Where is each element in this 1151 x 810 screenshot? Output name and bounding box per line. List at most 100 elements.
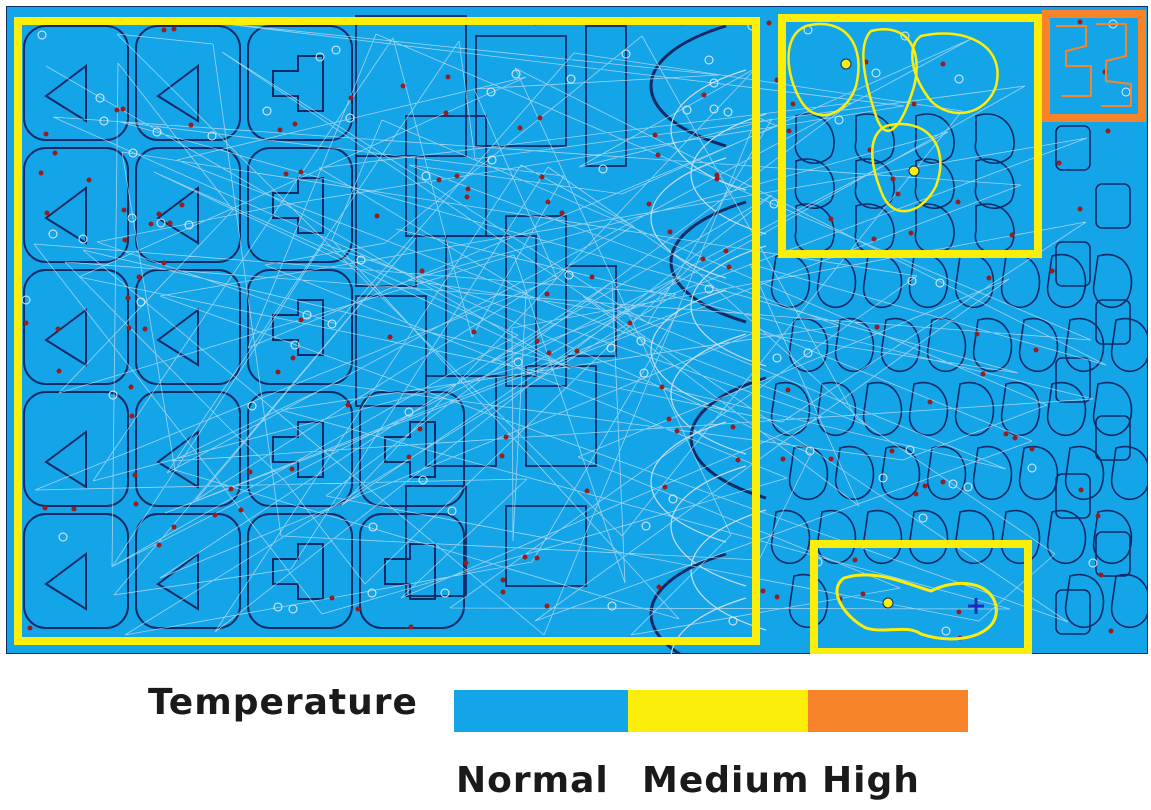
pierce-marker	[589, 274, 595, 280]
pierce-marker	[44, 210, 50, 216]
pierce-marker	[913, 491, 919, 497]
rounded-part	[135, 25, 241, 141]
arc-part	[649, 552, 727, 654]
organic-part	[908, 381, 949, 437]
hole	[108, 390, 118, 400]
organic-part	[770, 509, 811, 565]
pierce-marker	[860, 591, 866, 597]
stepped-cutout	[272, 55, 324, 112]
pierce-marker	[167, 220, 173, 226]
hole	[156, 218, 166, 228]
arc-part	[650, 421, 727, 543]
organic-part	[1092, 253, 1133, 309]
pierce-marker	[436, 177, 442, 183]
pierce-marker	[374, 213, 380, 219]
hole	[152, 127, 162, 137]
highlight-upper-right-region	[778, 14, 1042, 258]
hole	[487, 155, 497, 165]
hole	[668, 494, 678, 504]
organic-part	[794, 203, 835, 255]
organic-part	[794, 158, 835, 210]
hole	[1088, 558, 1098, 568]
rounded-part	[359, 391, 465, 507]
hole	[207, 131, 217, 141]
small-part	[1055, 125, 1091, 171]
pierce-marker	[1095, 513, 1101, 519]
hole	[723, 107, 733, 117]
triangle-cutout	[44, 186, 87, 245]
pierce-marker	[895, 191, 901, 197]
pierce-marker	[387, 334, 393, 340]
rectangular-part	[475, 35, 567, 147]
organic-part	[974, 203, 1015, 255]
pierce-marker	[700, 256, 706, 262]
pierce-marker	[156, 211, 162, 217]
tool-paths	[33, 21, 1107, 636]
pierce-marker	[56, 368, 62, 374]
organic-part	[1110, 317, 1148, 373]
pierce-marker	[760, 588, 766, 594]
pierce-marker	[539, 174, 545, 180]
hole	[954, 74, 964, 84]
arc-part	[689, 376, 767, 500]
pierce-marker	[828, 456, 834, 462]
organic-part	[1064, 445, 1105, 501]
hole	[805, 446, 815, 456]
pierce-marker	[714, 172, 720, 178]
pierce-marker	[662, 484, 668, 490]
hole	[606, 343, 616, 353]
pierce-marker	[406, 454, 412, 460]
organic-part	[834, 445, 875, 501]
pierce-marker	[171, 524, 177, 530]
pierce-marker	[228, 486, 234, 492]
legend-swatch-normal	[454, 690, 628, 732]
pierce-marker	[464, 194, 470, 200]
hole	[513, 357, 523, 367]
pierce-marker	[544, 291, 550, 297]
travel-path	[33, 21, 1107, 636]
hole	[564, 270, 574, 280]
pierce-marker	[940, 61, 946, 67]
legend-swatch-medium	[628, 690, 808, 732]
organic-part	[974, 113, 1015, 165]
pierce-marker	[890, 176, 896, 182]
organic-part	[880, 445, 921, 501]
rectangular-part	[405, 485, 467, 597]
organic-part	[794, 113, 835, 165]
stepped-cutout	[272, 421, 324, 478]
hole	[636, 336, 646, 346]
pierce-marker	[126, 325, 132, 331]
pierce-marker	[1049, 268, 1055, 274]
hole	[136, 297, 146, 307]
pierce-marker	[121, 207, 127, 213]
pierce-marker	[247, 469, 253, 475]
pierce-marker	[986, 275, 992, 281]
rounded-part	[23, 147, 129, 263]
pierce-marker	[283, 171, 289, 177]
hole	[963, 482, 973, 492]
medium-parts-upper-right	[787, 22, 999, 213]
small-part	[1095, 183, 1131, 229]
pierce-marker	[701, 92, 707, 98]
pierce-marker	[290, 355, 296, 361]
arc-part	[690, 245, 767, 367]
rectangular-part	[525, 365, 597, 467]
arc-part	[650, 289, 727, 411]
small-part	[1055, 241, 1091, 287]
small-part	[1095, 531, 1131, 577]
pierce-marker	[500, 577, 506, 583]
highlight-large-left-region	[14, 17, 760, 645]
hole	[639, 368, 649, 378]
pierce-marker	[659, 384, 665, 390]
pierce-marker	[726, 264, 732, 270]
organic-part	[770, 381, 811, 437]
pierce-marker	[329, 595, 335, 601]
pierce-marker	[785, 387, 791, 393]
hole	[834, 115, 844, 125]
legend-label-high: High	[822, 760, 920, 801]
triangle-cutout	[44, 64, 87, 123]
organic-parts	[770, 113, 1148, 635]
pierce-marker	[298, 317, 304, 323]
organic-part	[1000, 381, 1041, 437]
organic-part	[1046, 253, 1087, 309]
